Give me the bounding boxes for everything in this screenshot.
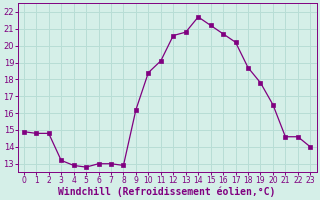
X-axis label: Windchill (Refroidissement éolien,°C): Windchill (Refroidissement éolien,°C) [58, 186, 276, 197]
